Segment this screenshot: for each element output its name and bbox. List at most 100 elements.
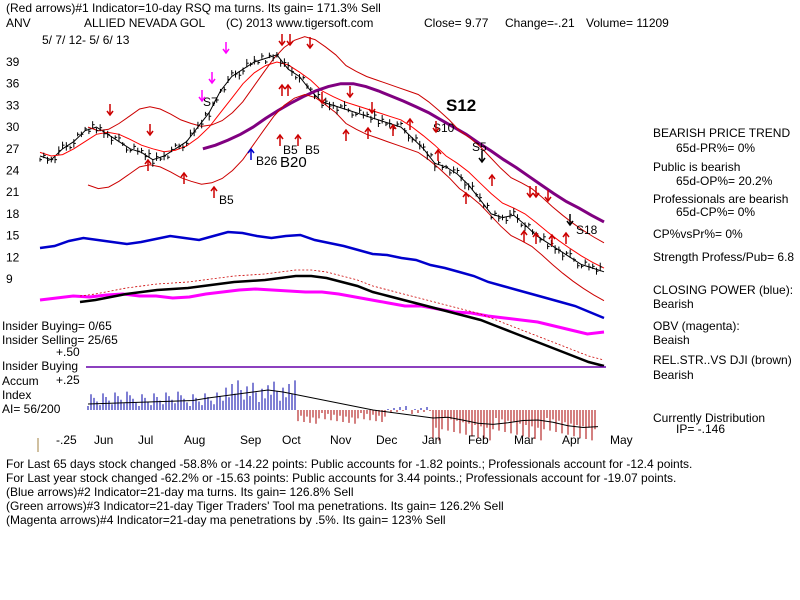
signal-s12: S12 — [446, 96, 476, 115]
signal-s18: S18 — [576, 223, 598, 237]
price-tick: 9 — [6, 272, 13, 286]
signal-s10: S10 — [433, 121, 455, 135]
price-axis: 39 36 33 30 27 24 21 18 15 12 9 — [6, 55, 20, 286]
signal-arrowhead — [368, 108, 376, 115]
signal-arrowhead — [284, 83, 292, 90]
footer-line5: (Magenta arrows)#4 Indicator=21-day ma p… — [6, 513, 446, 527]
footer-line3: (Blue arrows)#2 Indicator=21-day ma turn… — [6, 485, 354, 499]
insider-selling: Insider Selling= 25/65 — [2, 333, 118, 347]
obv-value: Beaish — [653, 333, 690, 347]
signal-arrowhead — [544, 196, 552, 203]
cp-value: 65d-CP%= 0% — [676, 205, 755, 219]
trend-title: BEARISH PRICE TREND — [653, 126, 790, 140]
month-label: Mar — [514, 433, 535, 447]
closing-power-label: CLOSING POWER (blue): — [653, 283, 793, 297]
closing-power-line — [39, 230, 605, 320]
ai-value: AI= 56/200 — [2, 402, 61, 416]
signal-arrowhead — [520, 229, 528, 236]
signal-b20: B20 — [280, 154, 307, 171]
ip-value: IP= -.146 — [676, 422, 725, 436]
footer-line2: For Last year stock changed -62.2% or -1… — [6, 471, 676, 485]
signal-arrowhead — [526, 192, 534, 199]
copyright: (C) 2013 www.tigersoft.com — [226, 16, 373, 30]
signal-arrowhead — [144, 158, 152, 165]
index-label: Index — [2, 388, 31, 402]
price-tick: 18 — [6, 207, 20, 221]
month-label: Jun — [94, 433, 113, 447]
series-65-day-ma — [202, 82, 605, 224]
pr-value: 65d-PR%= 0% — [676, 141, 755, 155]
signal-arrowhead — [208, 78, 216, 85]
signal-s7: S7 — [203, 95, 218, 109]
signal-arrowhead — [247, 147, 255, 154]
month-axis: Jun Jul Aug Sep Oct Nov Dec Jan Feb Mar Apr May — [94, 433, 633, 447]
signal-b5-a: B5 — [283, 143, 298, 157]
signal-arrowhead — [106, 110, 114, 117]
obv-line — [39, 287, 605, 336]
signal-arrows — [106, 34, 574, 246]
signal-arrowhead — [406, 117, 414, 124]
signal-arrowhead — [278, 83, 286, 90]
month-label: Apr — [562, 433, 581, 447]
signal-arrowhead — [532, 192, 540, 199]
signal-arrowhead — [342, 128, 350, 135]
signal-arrowhead — [294, 133, 302, 140]
signal-arrowhead — [210, 185, 218, 192]
signal-arrowhead — [462, 191, 470, 198]
cpvspr-value: CP%vsPr%= 0% — [653, 227, 743, 241]
month-label: Oct — [282, 433, 301, 447]
signal-arrowhead — [566, 220, 574, 227]
signal-arrowhead — [548, 233, 556, 240]
indicator-lines — [39, 230, 605, 368]
price-tick: 39 — [6, 55, 20, 69]
prof-status: Professionals are bearish — [653, 192, 788, 206]
signal-arrowhead — [198, 96, 206, 103]
op-value: 65d-OP%= 20.2% — [676, 174, 773, 188]
signal-arrowhead — [488, 173, 496, 180]
signal-arrowhead — [478, 157, 486, 164]
relstr-label: REL.STR..VS DJI (brown) — [653, 353, 792, 367]
month-label: Jul — [138, 433, 153, 447]
price-tick: 30 — [6, 120, 20, 134]
month-label: Dec — [376, 433, 397, 447]
insider-buying: Insider Buying= 0/65 — [2, 319, 112, 333]
accum-label: Accum — [2, 374, 39, 388]
signal-arrowhead — [222, 48, 230, 55]
signal-arrowhead — [432, 127, 440, 134]
date-range: 5/ 7/ 12- 5/ 6/ 13 — [42, 33, 130, 47]
month-label: Sep — [240, 433, 262, 447]
footer-line4: (Green arrows)#3 Indicator=21-day Tiger … — [6, 499, 504, 513]
band-lower — [87, 93, 605, 302]
signal-arrowhead — [346, 92, 354, 99]
accum-tick-025: +.25 — [56, 373, 80, 387]
month-label: Nov — [330, 433, 351, 447]
change-value: Change=-.21 — [505, 16, 575, 30]
relstr-value: Bearish — [653, 368, 694, 382]
signal-arrowhead — [276, 133, 284, 140]
price-tick: 27 — [6, 142, 20, 156]
price-tick: 33 — [6, 98, 20, 112]
signal-b5-b: B5 — [305, 143, 320, 157]
month-label: Aug — [184, 433, 205, 447]
price-tick: 36 — [6, 77, 20, 91]
price-tick: 12 — [6, 250, 20, 264]
signal-arrowhead — [434, 148, 442, 155]
insider-buying-label: Insider Buying — [2, 359, 78, 373]
signal-b5-c: B5 — [219, 193, 234, 207]
signal-arrowhead — [306, 43, 314, 50]
accum-tick-050: +.50 — [56, 345, 80, 359]
distribution-label: Currently Distribution — [653, 411, 765, 425]
obv-label: OBV (magenta): — [653, 319, 740, 333]
signal-arrowhead — [318, 98, 326, 105]
accum-ma-line — [87, 389, 599, 429]
price-tick: 21 — [6, 185, 20, 199]
price-bars-group — [39, 52, 603, 275]
relstr-line — [79, 274, 605, 368]
header-line1: (Red arrows)#1 Indicator=10-day RSQ ma t… — [6, 1, 381, 15]
signal-arrowhead — [146, 130, 154, 137]
ticker: ANV — [6, 16, 31, 30]
close-value: Close= 9.77 — [424, 16, 489, 30]
closing-power-value: Bearish — [653, 297, 694, 311]
month-label: Jan — [422, 433, 441, 447]
